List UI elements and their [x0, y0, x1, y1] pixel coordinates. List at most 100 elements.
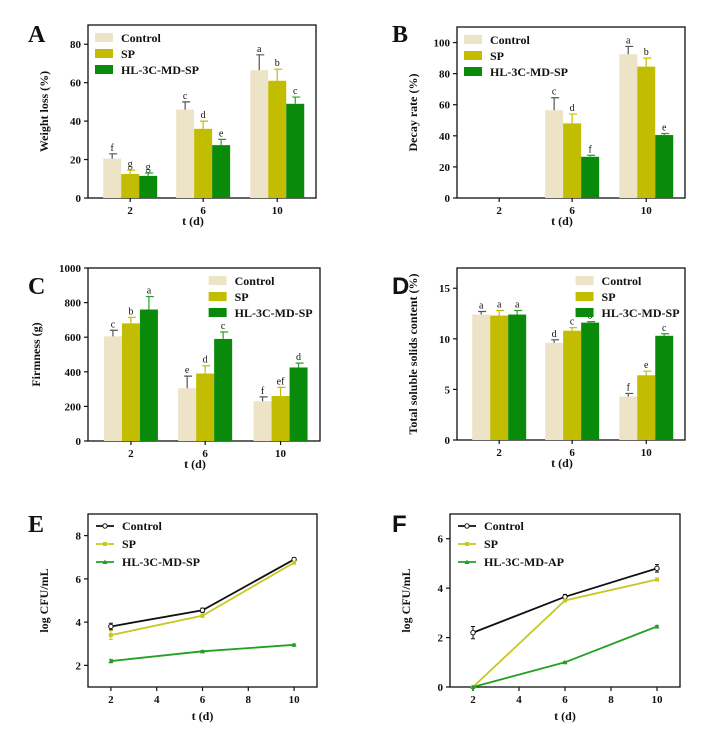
x-tick-label: 2	[496, 447, 502, 459]
significance-letter: e	[185, 365, 190, 376]
legend-label: SP	[602, 290, 616, 304]
error-bar	[295, 362, 304, 368]
bar-control	[103, 158, 122, 198]
x-tick-label: 10	[641, 205, 653, 217]
x-tick-label: 10	[641, 447, 653, 459]
significance-letter: g	[128, 159, 133, 170]
significance-letter: c	[221, 321, 226, 332]
panel-a: A 0 20 40 60 80 Weight loss (%) t (d) 2 6 10 f c a g d b…	[28, 22, 317, 228]
data-point	[654, 565, 660, 572]
bar-control	[250, 70, 269, 198]
x-axis-label: t (d)	[192, 709, 214, 723]
error-bar	[184, 375, 193, 389]
panel-d: D 0 5 10 15 Total soluble solids content (%) t…	[392, 267, 686, 470]
error-bar	[292, 96, 301, 104]
bar-control	[176, 109, 195, 198]
significance-letter: f	[627, 382, 631, 393]
legend-swatch	[464, 35, 482, 44]
data-point	[108, 633, 113, 638]
y-tick-label: 4	[438, 583, 444, 595]
y-tick-label: 1000	[59, 263, 82, 275]
significance-letter: f	[588, 144, 592, 155]
error-bar	[182, 101, 191, 110]
bar-hl-3c-md-sp	[508, 314, 527, 440]
bar-control	[545, 342, 564, 440]
data-point	[470, 629, 476, 636]
error-bar	[127, 169, 136, 174]
legend-swatch	[95, 65, 113, 74]
significance-letter: c	[570, 317, 575, 328]
x-tick-label: 8	[246, 694, 252, 706]
data-point	[464, 559, 470, 564]
x-tick-label: 6	[200, 694, 206, 706]
y-tick-label: 40	[439, 131, 451, 143]
x-tick-label: 4	[516, 694, 522, 706]
data-point	[654, 623, 660, 629]
error-bar	[109, 329, 118, 337]
significance-letter: a	[497, 299, 502, 310]
bar-control	[619, 54, 638, 198]
panel-label: D	[392, 273, 409, 300]
error-bar	[625, 45, 634, 55]
y-tick-label: 100	[434, 38, 451, 50]
y-axis-label: Total soluble solids content (%)	[406, 274, 420, 435]
legend-swatch	[575, 292, 594, 301]
legend-label: SP	[235, 290, 249, 304]
bar-sp	[637, 375, 656, 440]
error-bar	[202, 365, 211, 374]
significance-letter: d	[552, 329, 557, 340]
significance-letter: c	[111, 319, 116, 330]
significance-letter: b	[275, 58, 280, 69]
y-tick-label: 60	[439, 100, 451, 112]
bar-control	[253, 401, 272, 441]
panel-f: F 0 2 4 6 log CFU/mL t (d) 2 4 6 8 10 Control SP HL-3C…	[392, 511, 681, 723]
legend-label: Control	[484, 519, 524, 533]
y-axis-label: Firmness (g)	[29, 322, 43, 386]
error-bar	[643, 370, 652, 376]
bar-hl-3c-md-sp	[655, 135, 674, 198]
y-tick-label: 2	[438, 633, 444, 645]
x-axis-label: t (d)	[554, 709, 576, 723]
bar-control	[472, 314, 491, 440]
legend-swatch	[208, 276, 227, 285]
x-tick-label: 4	[154, 694, 160, 706]
legend-label: Control	[122, 519, 162, 533]
bar-sp	[194, 128, 213, 198]
series-line-hl-3c-md-ap	[472, 625, 658, 688]
error-bar	[200, 120, 209, 129]
legend-label: Control	[602, 274, 642, 288]
error-bar	[256, 54, 265, 71]
y-tick-label: 20	[439, 162, 451, 174]
legend-label: HL-3C-MD-SP	[121, 63, 199, 77]
significance-letter: a	[479, 301, 484, 312]
significance-letter: e	[644, 360, 649, 371]
error-bar	[145, 172, 154, 176]
y-tick-label: 2	[76, 660, 82, 672]
x-tick-label: 6	[200, 205, 206, 217]
panel-label: A	[28, 22, 46, 48]
data-point	[464, 523, 470, 529]
error-bar	[514, 309, 523, 315]
bar-sp	[268, 80, 287, 198]
data-point	[655, 577, 659, 582]
x-tick-label: 2	[128, 448, 134, 460]
y-axis-label: log CFU/mL	[37, 568, 51, 632]
error-bar	[220, 331, 229, 339]
error-bar	[569, 327, 578, 331]
y-tick-label: 0	[76, 193, 82, 205]
legend-label: Control	[235, 274, 275, 288]
significance-letter: d	[203, 355, 208, 366]
error-bar	[643, 57, 652, 67]
error-bar	[218, 138, 227, 146]
legend-swatch	[464, 51, 482, 60]
bar-hl-3c-md-sp	[655, 335, 674, 440]
y-tick-label: 80	[439, 69, 451, 81]
error-bar	[625, 392, 634, 397]
x-tick-label: 2	[108, 694, 114, 706]
legend-label: SP	[490, 49, 504, 63]
x-axis-label: t (d)	[184, 457, 206, 471]
error-bar	[587, 321, 596, 323]
legend-label: HL-3C-MD-SP	[235, 306, 313, 320]
legend-swatch	[575, 308, 594, 317]
